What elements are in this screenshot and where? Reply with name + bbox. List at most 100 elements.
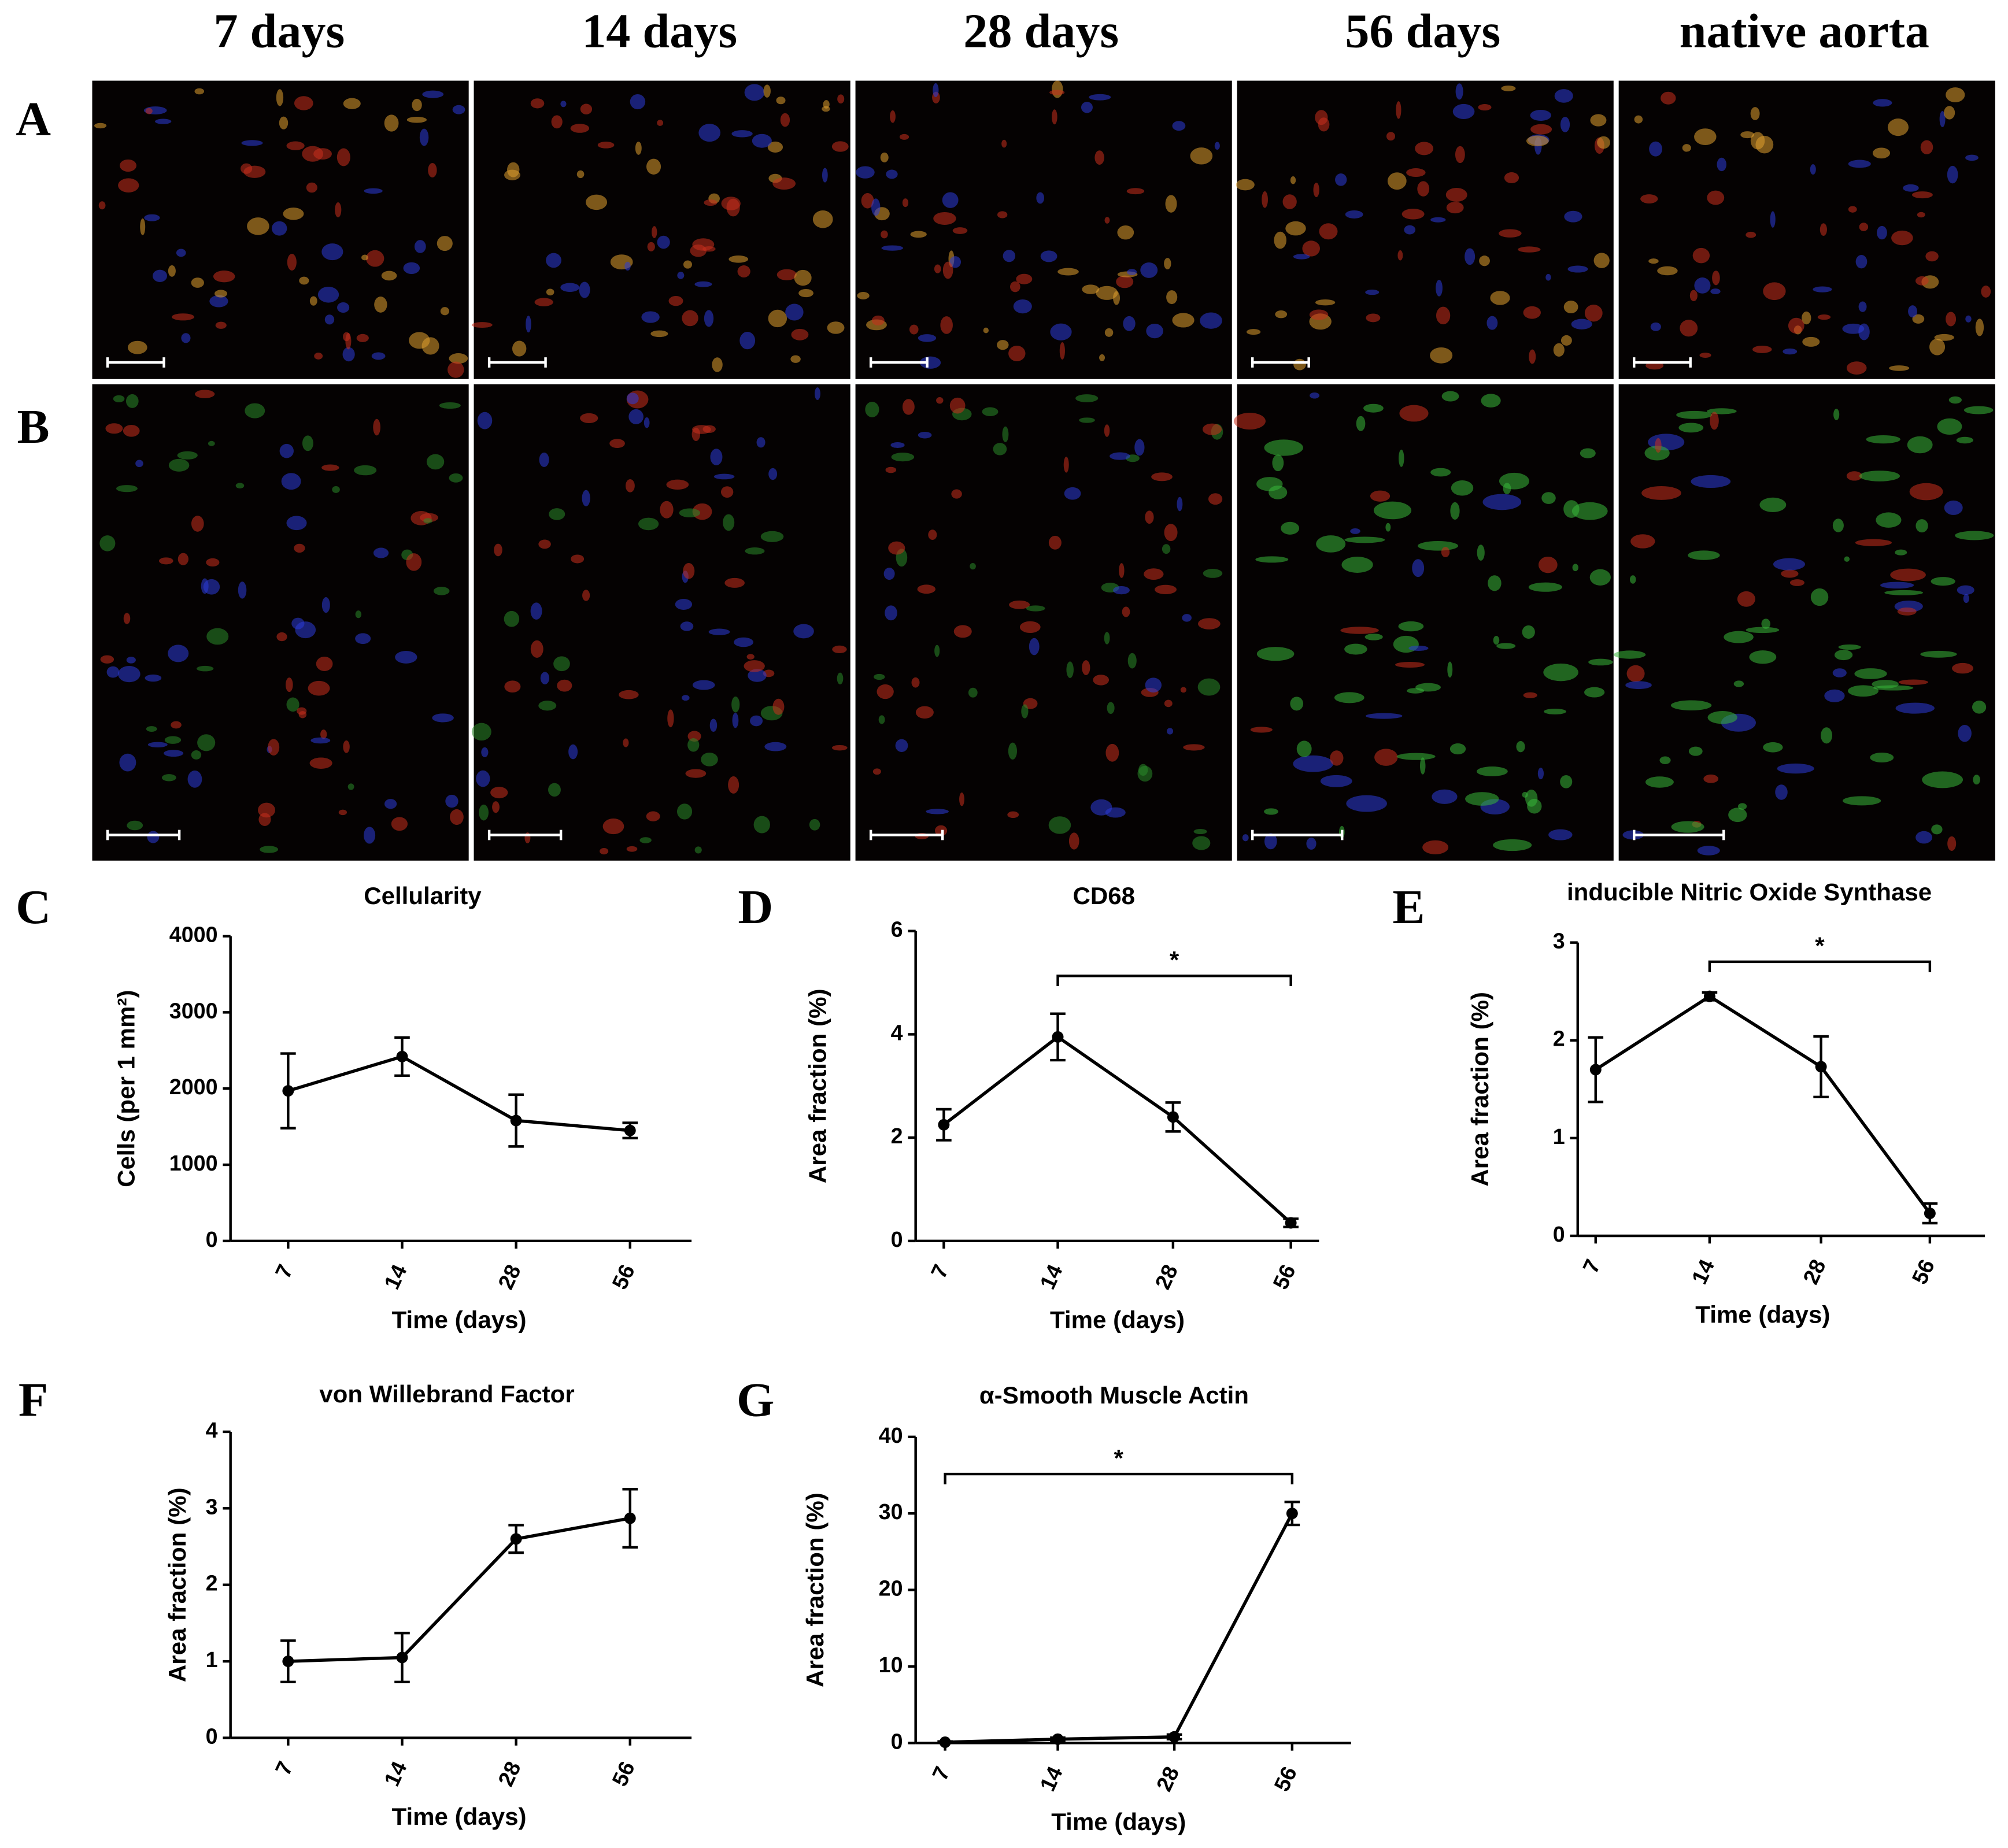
stain [1320, 775, 1352, 787]
stain [171, 313, 195, 321]
micrograph [1236, 80, 1614, 379]
data-point [1167, 1111, 1179, 1123]
stain [1625, 681, 1652, 690]
stain [641, 311, 660, 323]
stain [657, 120, 664, 126]
stain [1482, 494, 1522, 510]
stain [235, 483, 245, 489]
stain [176, 249, 186, 257]
x-tick-label: 28 [493, 1261, 526, 1293]
stain [737, 265, 750, 277]
stain [1068, 832, 1079, 850]
stain [281, 473, 301, 490]
stain [1855, 255, 1868, 269]
stain [1057, 268, 1079, 276]
stain [1946, 312, 1957, 327]
stain [1650, 322, 1661, 331]
stain [776, 269, 797, 280]
stain [891, 452, 915, 462]
stain [395, 651, 417, 664]
stain [553, 656, 570, 672]
stain [106, 666, 120, 678]
stain [1363, 403, 1384, 413]
stain [723, 514, 735, 531]
stain [580, 103, 593, 114]
stain [953, 625, 972, 638]
stain [1912, 191, 1933, 199]
stain [171, 721, 182, 729]
stain [1763, 742, 1783, 753]
micrograph [471, 384, 850, 861]
data-point [1168, 1731, 1181, 1743]
stain [1965, 154, 1979, 161]
stain [477, 412, 493, 429]
stain [1504, 172, 1519, 184]
y-axis-label: Cells (per 1 mm²) [113, 990, 140, 1187]
stain [968, 687, 978, 698]
stain [1256, 647, 1295, 661]
stain [635, 141, 642, 155]
stain [1105, 807, 1126, 818]
stain [1859, 471, 1900, 482]
stain [1697, 846, 1720, 856]
stain [337, 302, 350, 313]
stain [1430, 468, 1451, 477]
stain [1183, 744, 1205, 751]
stain [657, 235, 670, 249]
stain [1119, 563, 1125, 578]
stain [959, 792, 964, 806]
stain [933, 83, 939, 98]
stain [1944, 500, 1963, 515]
stain [1680, 320, 1698, 337]
stain [1516, 740, 1525, 753]
row-label: B [17, 400, 50, 454]
stain [1396, 753, 1436, 760]
stain [883, 568, 895, 580]
y-tick-label: 4 [206, 1418, 218, 1442]
stain [1451, 480, 1474, 496]
stain [997, 211, 1008, 218]
y-tick-label: 6 [891, 917, 903, 942]
stain [1418, 541, 1458, 551]
stain [952, 227, 968, 234]
stain [123, 424, 140, 437]
stain [1146, 323, 1163, 339]
stain [557, 679, 572, 692]
stain [1465, 792, 1499, 806]
stain [940, 316, 953, 334]
stain [865, 401, 879, 417]
y-tick-label: 0 [1553, 1222, 1565, 1246]
panel-label: C [16, 880, 51, 934]
stain [1640, 194, 1658, 203]
stain [880, 152, 889, 162]
stain [1931, 824, 1943, 835]
stain [623, 738, 629, 747]
y-axis-label: Area fraction (%) [164, 1487, 191, 1682]
significance-bracket [1708, 960, 1932, 972]
stain [194, 88, 205, 95]
stain [215, 321, 227, 329]
stain [624, 261, 631, 271]
stain [1481, 394, 1501, 408]
stain [744, 660, 765, 672]
stain [1346, 795, 1387, 812]
stain [144, 214, 160, 221]
stain [675, 598, 693, 610]
stain [1123, 316, 1136, 331]
stain [1834, 650, 1853, 661]
stain [997, 340, 1009, 350]
stain [1419, 757, 1426, 775]
stain [1341, 557, 1373, 573]
data-point [939, 1736, 951, 1748]
stain [1366, 313, 1381, 323]
stain [942, 261, 953, 279]
stain [756, 437, 766, 448]
stain [1164, 258, 1171, 270]
stain [1144, 568, 1164, 580]
stain [856, 166, 875, 179]
stain [321, 464, 339, 471]
stain [602, 819, 624, 835]
y-tick-label: 1 [206, 1647, 218, 1672]
stain [1374, 749, 1398, 766]
stain [1051, 80, 1063, 98]
